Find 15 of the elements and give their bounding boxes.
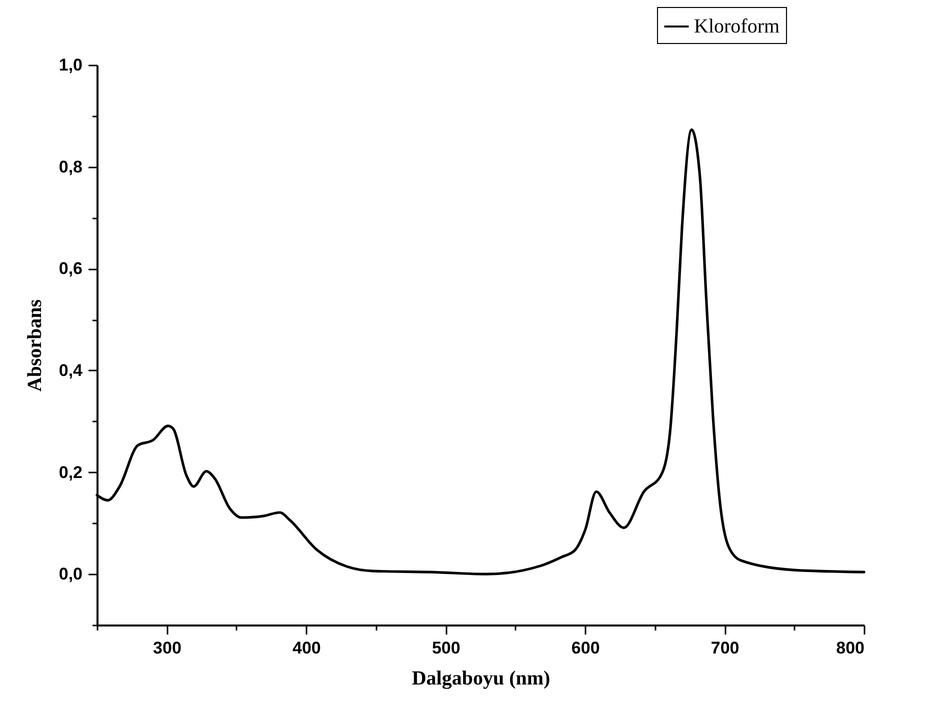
x-tick-label: 700 [710,638,740,658]
y-tick-label: 0,6 [58,259,82,278]
y-tick-label: 0,4 [58,360,84,380]
x-tick-label: 500 [432,638,460,658]
x-tick-label: 400 [292,638,321,658]
x-axis-title: Dalgaboyu (nm) [412,668,550,690]
x-tick-label: 600 [571,638,600,658]
x-tick-label: 800 [836,638,864,658]
legend-label: Kloroform [694,16,780,38]
y-tick-label: 0,2 [58,462,82,482]
y-axis-title: Absorbans [24,299,46,392]
y-tick-label: 1,0 [58,56,82,74]
y-tick-label: 0,0 [58,564,82,584]
x-tick-label: 300 [153,638,182,658]
y-tick-label: 0,8 [58,157,82,176]
